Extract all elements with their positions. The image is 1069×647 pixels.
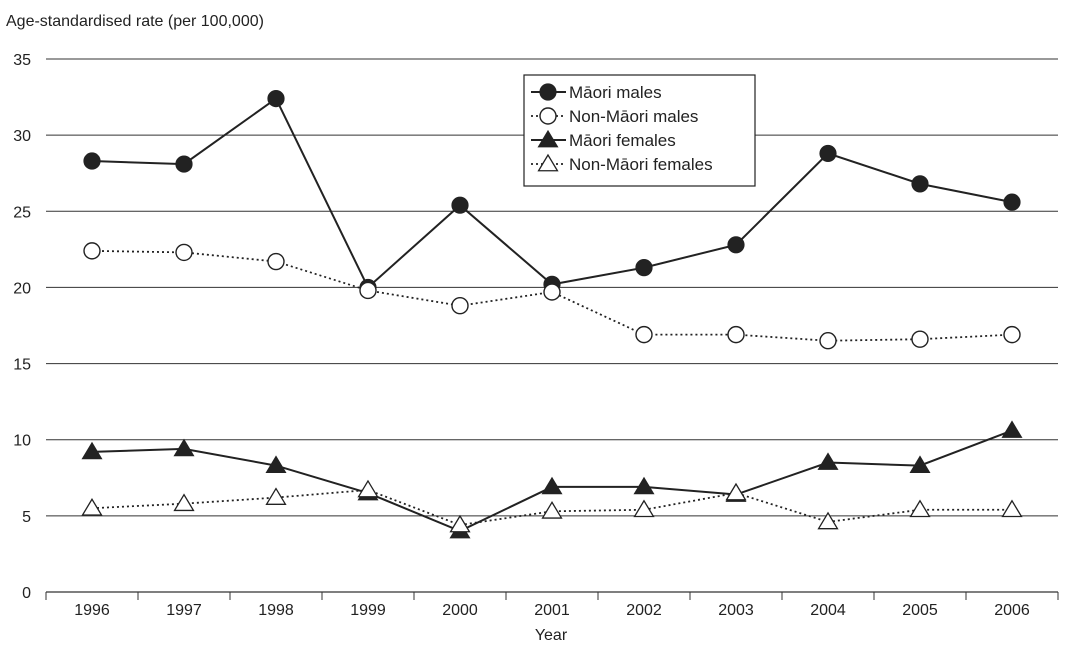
y-tick-label: 10 — [13, 433, 31, 450]
legend-marker — [539, 107, 557, 125]
data-point — [819, 144, 837, 163]
data-point — [633, 499, 655, 518]
legend-marker — [537, 129, 559, 148]
series-line — [91, 489, 1012, 526]
data-point — [449, 514, 471, 533]
data-point — [543, 283, 561, 301]
legend-marker — [539, 83, 557, 101]
data-point — [1003, 193, 1021, 211]
data-point — [265, 455, 287, 473]
y-tick-label: 20 — [13, 280, 31, 297]
data-point — [817, 452, 839, 470]
x-axis: 1996 1997 1998 1999 2000 2001 2002 2003 2004 2005… — [45, 591, 1059, 619]
y-tick-label: 30 — [13, 128, 31, 145]
legend-label: Māori males — [569, 83, 662, 102]
series-group — [81, 89, 1023, 539]
data-point — [81, 441, 103, 460]
data-point — [817, 511, 839, 530]
data-point — [1001, 499, 1023, 518]
data-point — [541, 476, 563, 495]
data-point — [635, 325, 653, 344]
y-axis-ticks: 0 5 10 15 20 25 30 35 — [13, 52, 31, 602]
data-point — [819, 332, 837, 350]
data-point — [173, 438, 195, 457]
data-point — [451, 196, 469, 214]
data-point — [267, 89, 285, 108]
legend: Māori males Non-Māori males Māori females N… — [523, 74, 756, 187]
series-4 — [81, 479, 1023, 533]
y-tick-label: 35 — [13, 52, 31, 69]
legend-box — [523, 74, 756, 187]
data-point — [81, 497, 103, 516]
x-tick-label: 2006 — [994, 602, 1030, 619]
x-tick-label: 2004 — [810, 602, 846, 619]
legend-label: Māori females — [569, 131, 676, 150]
data-point — [83, 152, 101, 170]
x-tick-label: 2005 — [902, 602, 938, 619]
legend-label: Non-Māori males — [569, 107, 698, 126]
legend-marker — [537, 153, 559, 172]
data-point — [1001, 420, 1023, 438]
series-3 — [81, 420, 1023, 539]
x-tick-label: 1996 — [74, 602, 110, 619]
data-point — [909, 455, 931, 473]
data-point — [173, 493, 195, 512]
data-point — [633, 476, 655, 495]
data-point — [909, 499, 931, 518]
data-point — [541, 501, 563, 519]
data-point — [357, 479, 379, 498]
data-point — [911, 330, 929, 348]
y-axis-title: Age-standardised rate (per 100,000) — [6, 13, 264, 30]
y-tick-label: 25 — [13, 204, 31, 221]
data-point — [451, 297, 469, 315]
data-point — [1003, 325, 1021, 344]
data-point — [911, 175, 929, 193]
x-tick-label: 2003 — [718, 602, 754, 619]
y-tick-label: 0 — [22, 585, 31, 602]
data-point — [83, 242, 101, 260]
data-point — [727, 325, 745, 344]
x-tick-label: 1999 — [350, 602, 386, 619]
data-point — [175, 243, 193, 262]
data-point — [175, 155, 193, 173]
x-tick-label: 2002 — [626, 602, 662, 619]
data-point — [727, 236, 745, 254]
x-tick-label: 2001 — [534, 602, 570, 619]
data-point — [725, 482, 747, 501]
data-point — [359, 281, 377, 300]
legend-label: Non-Māori females — [569, 155, 713, 174]
y-tick-label: 5 — [22, 509, 31, 526]
data-point — [265, 487, 287, 505]
series-2 — [83, 242, 1021, 350]
data-point — [267, 252, 285, 271]
y-tick-label: 15 — [13, 357, 31, 374]
x-tick-label: 2000 — [442, 602, 478, 619]
data-point — [635, 259, 653, 277]
x-tick-label: 1998 — [258, 602, 294, 619]
x-tick-label: 1997 — [166, 602, 202, 619]
x-axis-title: Year — [535, 627, 568, 644]
